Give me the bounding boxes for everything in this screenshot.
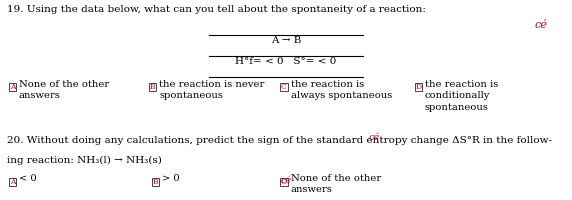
Text: 19. Using the data below, what can you tell about the spontaneity of a reaction:: 19. Using the data below, what can you t… xyxy=(7,5,426,14)
Text: B: B xyxy=(153,178,158,186)
Text: None of the other
answers: None of the other answers xyxy=(291,174,381,194)
Text: D: D xyxy=(415,83,422,91)
Text: B: B xyxy=(150,83,155,91)
Text: A: A xyxy=(10,178,15,186)
FancyBboxPatch shape xyxy=(149,83,156,91)
Text: the reaction is
always spontaneous: the reaction is always spontaneous xyxy=(291,80,392,100)
Text: ing reaction: NH₃(l) → NH₃(s): ing reaction: NH₃(l) → NH₃(s) xyxy=(7,156,162,165)
Text: < 0: < 0 xyxy=(19,174,37,183)
Text: > 0: > 0 xyxy=(162,174,180,183)
Text: C: C xyxy=(281,178,287,186)
Text: cé: cé xyxy=(280,176,292,185)
FancyBboxPatch shape xyxy=(9,178,16,186)
Text: None of the other
answers: None of the other answers xyxy=(19,80,109,100)
Text: A → B: A → B xyxy=(271,36,301,45)
Text: cé: cé xyxy=(535,20,548,30)
Text: the reaction is
conditionally
spontaneous: the reaction is conditionally spontaneou… xyxy=(425,80,498,112)
FancyBboxPatch shape xyxy=(280,83,288,91)
Text: the reaction is never
spontaneous: the reaction is never spontaneous xyxy=(159,80,264,100)
Text: A: A xyxy=(10,83,15,91)
Text: 20. Without doing any calculations, predict the sign of the standard entropy cha: 20. Without doing any calculations, pred… xyxy=(7,136,552,145)
Text: H°f= < 0   S°= < 0: H°f= < 0 S°= < 0 xyxy=(235,57,337,66)
FancyBboxPatch shape xyxy=(9,83,16,91)
Text: cé: cé xyxy=(369,133,380,142)
Text: C: C xyxy=(281,83,287,91)
FancyBboxPatch shape xyxy=(280,178,288,186)
FancyBboxPatch shape xyxy=(415,83,422,91)
FancyBboxPatch shape xyxy=(152,178,159,186)
